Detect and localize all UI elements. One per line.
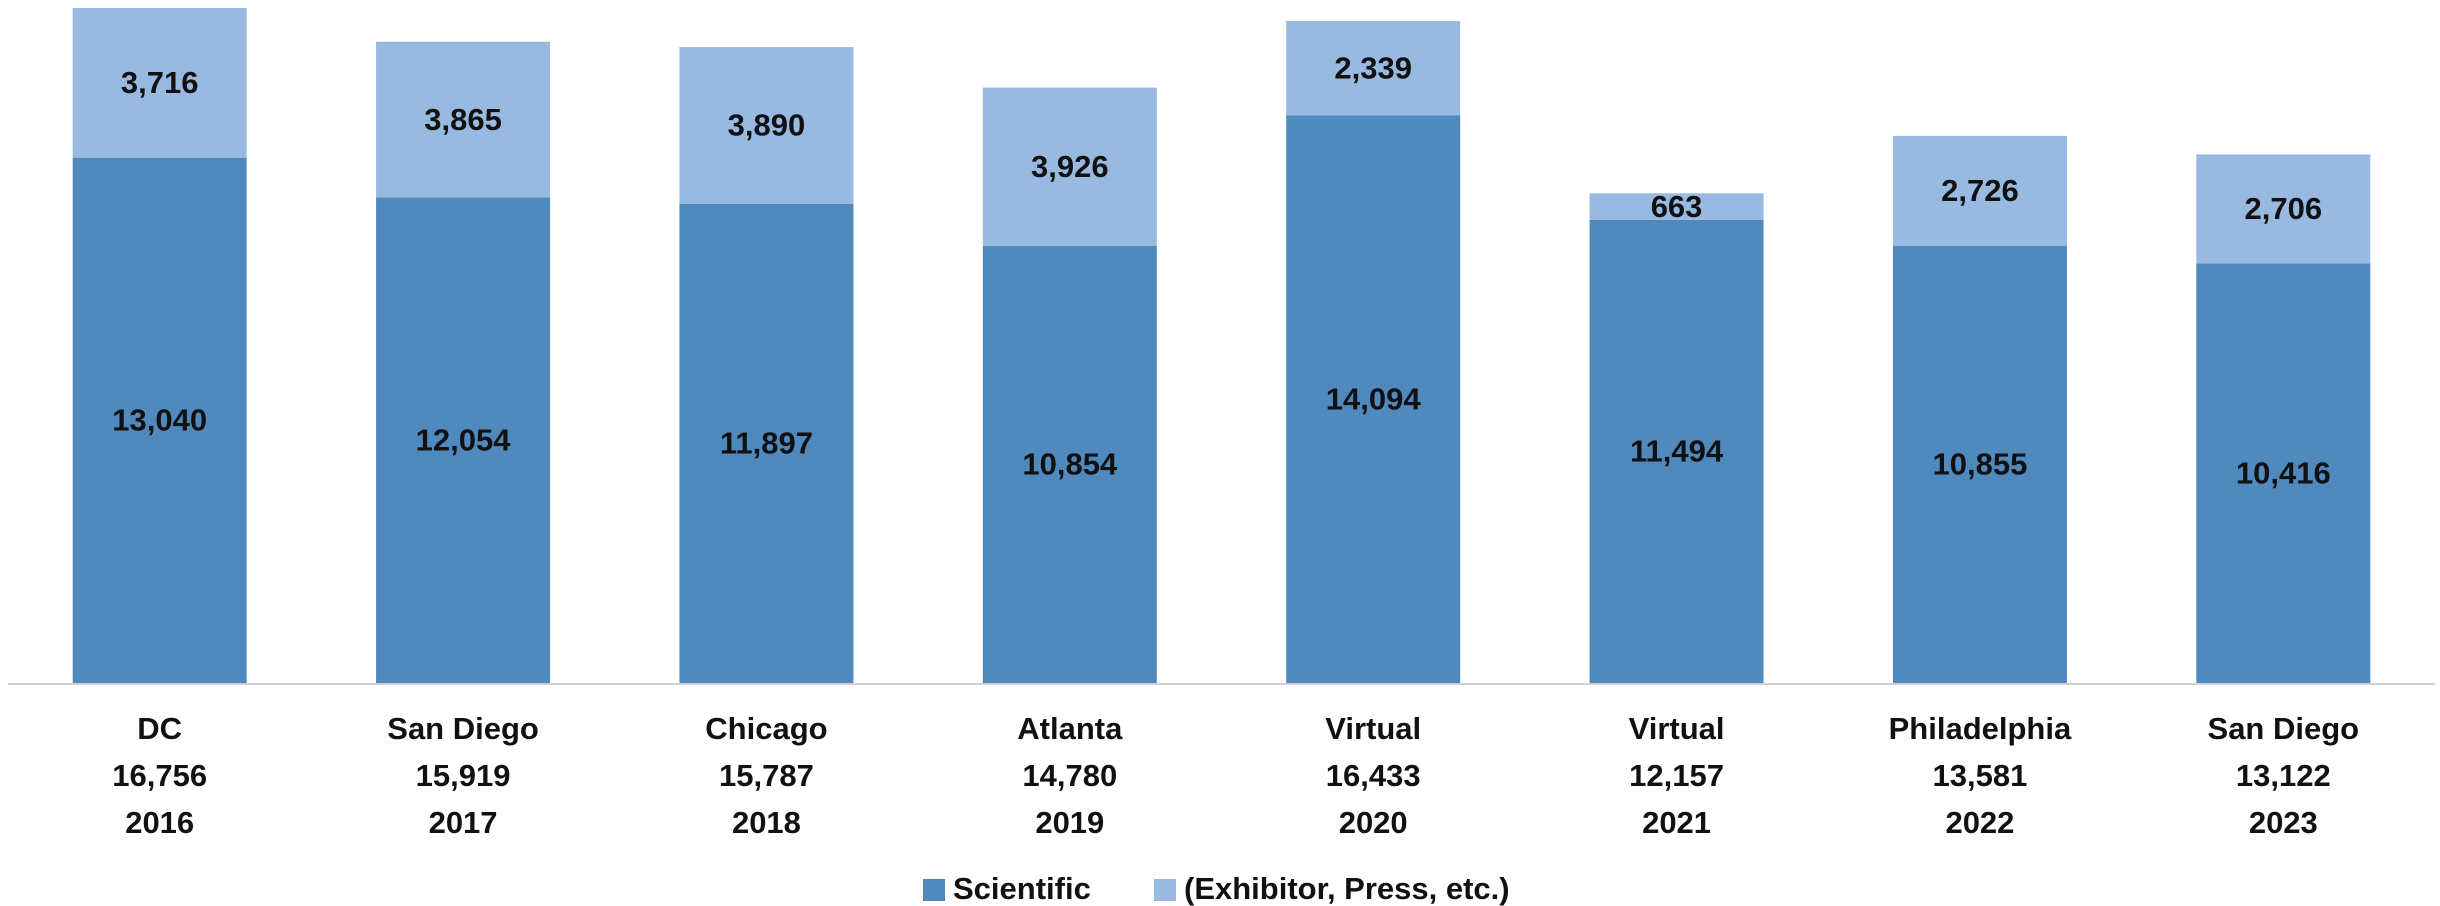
x-tick-label: 2017 — [429, 805, 498, 840]
x-tick-label: 16,433 — [1326, 758, 1421, 793]
value-label: 10,854 — [1022, 447, 1118, 482]
legend-swatch — [923, 879, 945, 901]
bar-segment — [1286, 115, 1461, 684]
bar-segment — [679, 47, 854, 204]
bar-segment — [1589, 193, 1764, 220]
x-tick-label: 12,157 — [1629, 758, 1724, 793]
x-tick-label: 16,756 — [112, 758, 207, 793]
bar-segment — [982, 245, 1157, 683]
x-tick-label: DC — [137, 711, 182, 746]
value-label: 10,855 — [1933, 447, 2028, 482]
x-tick-label: Philadelphia — [1889, 711, 2072, 746]
bar-segment — [679, 203, 854, 683]
value-label: 3,926 — [1031, 149, 1109, 184]
value-label: 2,726 — [1941, 173, 2019, 208]
value-label: 3,716 — [121, 65, 199, 100]
legend-label: Scientific — [953, 871, 1091, 906]
x-tick-label: Virtual — [1629, 711, 1725, 746]
bar-segment — [1286, 21, 1461, 116]
bar-segment — [1589, 219, 1764, 684]
x-tick-label: 2021 — [1642, 805, 1711, 840]
value-label: 663 — [1651, 189, 1703, 224]
value-label: 14,094 — [1326, 381, 1422, 416]
x-tick-label: 14,780 — [1022, 758, 1117, 793]
bar-segment — [2196, 263, 2371, 683]
value-label: 10,416 — [2236, 455, 2331, 490]
legend-label: (Exhibitor, Press, etc.) — [1184, 871, 1510, 906]
x-tick-label: San Diego — [387, 711, 539, 746]
x-tick-label: Virtual — [1325, 711, 1421, 746]
bar-segment — [72, 157, 247, 684]
x-tick-label: 13,581 — [1933, 758, 2028, 793]
x-tick-label: 2023 — [2249, 805, 2318, 840]
x-tick-label: 2018 — [732, 805, 801, 840]
bar-segment — [1892, 245, 2067, 683]
bar-segment — [72, 8, 247, 158]
value-label: 12,054 — [416, 422, 512, 457]
value-label: 3,865 — [424, 102, 502, 137]
x-tick-label: 15,787 — [719, 758, 814, 793]
bar-segment — [1892, 135, 2067, 246]
x-tick-label: 2020 — [1339, 805, 1408, 840]
legend-swatch — [1154, 879, 1176, 901]
x-tick-label: San Diego — [2208, 711, 2360, 746]
value-label: 11,897 — [720, 426, 813, 461]
x-tick-label: 2016 — [125, 805, 194, 840]
x-tick-label: Chicago — [705, 711, 827, 746]
value-label: 3,890 — [728, 108, 806, 143]
bar-segment — [2196, 154, 2371, 264]
value-label: 2,339 — [1334, 50, 1412, 85]
x-tick-label: 2022 — [1945, 805, 2014, 840]
x-tick-label: 2019 — [1035, 805, 1104, 840]
bar-segment — [376, 41, 551, 198]
x-tick-label: 15,919 — [416, 758, 511, 793]
value-label: 13,040 — [112, 403, 207, 438]
x-tick-label: Atlanta — [1017, 711, 1123, 746]
value-label: 2,706 — [2245, 191, 2323, 226]
value-label: 11,494 — [1630, 434, 1724, 469]
bar-segment — [982, 87, 1157, 246]
x-tick-label: 13,122 — [2236, 758, 2331, 793]
bar-segment — [376, 197, 551, 684]
